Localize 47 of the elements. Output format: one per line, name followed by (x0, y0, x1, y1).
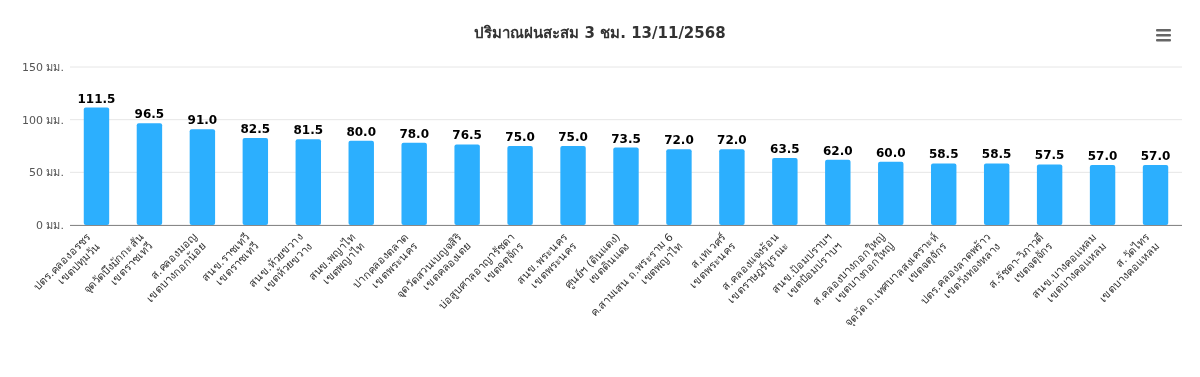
bar (136, 123, 163, 225)
bar (772, 158, 798, 225)
chart-title: ปริมาณฝนสะสม 3 ชม. 13/11/2568 (474, 24, 726, 42)
bar (560, 146, 586, 225)
y-tick-label: 0 มม. (36, 219, 64, 232)
bar (454, 144, 480, 225)
data-label: 82.5 (240, 122, 271, 137)
data-label: 62.0 (823, 143, 853, 158)
data-label: 78.0 (399, 126, 429, 141)
bar (189, 129, 216, 225)
data-label: 111.5 (77, 91, 116, 106)
bar (1036, 164, 1063, 225)
data-label: 75.0 (558, 130, 588, 144)
bar (401, 142, 427, 225)
data-label: 57.0 (1087, 148, 1118, 163)
bar (878, 161, 904, 225)
bar (613, 147, 639, 225)
bar (507, 146, 533, 225)
y-tick-label: 100 มม. (22, 113, 64, 127)
data-label: 73.5 (611, 131, 641, 146)
data-label: 60.0 (875, 145, 906, 160)
bar (719, 149, 745, 225)
data-label: 72.0 (664, 133, 694, 148)
bar (825, 159, 851, 225)
data-label: 76.5 (452, 128, 482, 143)
bar (666, 149, 692, 225)
data-label: 63.5 (770, 142, 800, 157)
data-label: 75.0 (505, 130, 535, 144)
data-label: 81.5 (293, 123, 324, 138)
data-label: 57.0 (1140, 148, 1171, 163)
data-label: 58.5 (981, 147, 1012, 162)
bar (295, 139, 321, 225)
data-label: 58.5 (928, 147, 959, 162)
bar (1089, 164, 1116, 225)
bar (242, 138, 269, 225)
y-tick-label: 150 มม. (22, 61, 64, 74)
bar (348, 140, 374, 225)
y-tick-label: 50 มม. (29, 166, 64, 180)
bar (1142, 164, 1169, 225)
data-label: 57.5 (1034, 148, 1065, 163)
data-label: 96.5 (134, 107, 165, 122)
data-label: 91.0 (187, 113, 218, 128)
bar (983, 163, 1010, 225)
data-label: 80.0 (346, 124, 377, 139)
data-label: 72.0 (717, 133, 747, 148)
bar (931, 163, 957, 225)
bar (83, 107, 110, 225)
